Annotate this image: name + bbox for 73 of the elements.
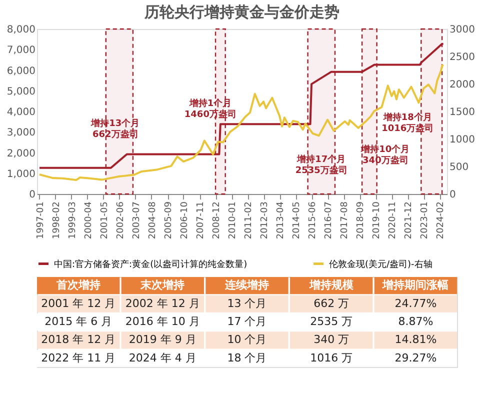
legend-label: 中国:官方储备资产:黄金(以盎司计算的纯金数量): [54, 258, 248, 270]
x-tick-label: 2024-02: [436, 202, 446, 240]
x-tick-label: 2019-10: [372, 201, 382, 240]
line-series: [38, 64, 444, 181]
x-tick-label: 2003-07: [132, 202, 142, 240]
text: 8.87%: [398, 315, 434, 328]
y-tick-label: 0: [29, 190, 36, 200]
x-tick-label: 1998-02: [52, 202, 62, 240]
x-tick-label: 2002-06: [116, 201, 126, 240]
legend-label: 伦敦金现(美元/盎司)-右轴: [329, 258, 432, 270]
x-tick-label: 2011-02: [244, 202, 254, 240]
text: 24.77%: [394, 296, 437, 310]
x-tick-label: 2023-01: [420, 202, 430, 240]
text: 17 个月: [227, 315, 267, 328]
y-tick-label: 3,000: [6, 128, 36, 139]
chart-title: 历轮央行增持黄金与金价走势: [144, 3, 340, 21]
x-tick-label: 2004-08: [148, 201, 158, 240]
x-tick-label: 2021-12: [404, 202, 414, 240]
text: 增持规模: [308, 278, 354, 292]
y2-tick-label: 2500: [450, 52, 475, 63]
text: 增持期间涨幅: [382, 278, 449, 292]
x-tick-label: 2007-11: [196, 202, 206, 240]
band-label: 增持10个月 340万盎司: [360, 144, 410, 166]
x-tick-label: 2014-05: [292, 202, 302, 240]
band-label: 增持18个月 1016万盎司: [382, 112, 434, 134]
text: 340 万: [314, 333, 350, 346]
text: 末次增持: [140, 278, 185, 292]
x-tick-label: 2010-01: [228, 202, 238, 240]
y2-tick-label: 1500: [450, 107, 475, 118]
y-tick-label: 8,000: [6, 24, 36, 36]
text: 连续增持: [224, 278, 269, 292]
y-tick-label: 2,000: [6, 148, 36, 160]
x-tick-label: 2020-11: [388, 202, 398, 240]
text: 2024 年 4 月: [128, 351, 196, 364]
text: 2019 年 9 月: [128, 333, 196, 346]
x-tick-label: 1997-01: [36, 202, 46, 240]
text: 18 个月: [227, 351, 267, 364]
y2-tick-label: 0: [450, 190, 456, 200]
y-tick-label: 5,000: [6, 86, 36, 98]
text: 14.81%: [394, 333, 437, 346]
text: 2535 万: [310, 315, 353, 328]
y2-tick-label: 1000: [450, 134, 475, 146]
text: 2022 年 11 月: [41, 351, 116, 364]
text: 2015 年 6 月: [44, 315, 112, 328]
x-tick-label: 2006-10: [180, 201, 190, 240]
text: 1016 万: [310, 351, 353, 364]
x-tick-label: 2013-04: [276, 201, 286, 240]
x-tick-label: 2018-09: [356, 201, 366, 240]
x-tick-label: 2005-09: [164, 201, 174, 240]
text: 2016 年 10 月: [125, 315, 200, 328]
x-tick-label: 2012-03: [260, 202, 270, 240]
x-tick-label: 2016-07: [324, 202, 334, 240]
y-tick-label: 4,000: [6, 107, 36, 118]
text: 662 万: [314, 296, 350, 310]
text: 13 个月: [227, 296, 267, 310]
text: 2001 年 12 月: [41, 296, 116, 310]
text: 29.27%: [394, 351, 437, 364]
y-tick-label: 1,000: [6, 168, 36, 180]
x-tick-label: 1999-03: [68, 202, 78, 240]
y-tick-label: 6,000: [6, 66, 36, 77]
x-tick-label: 2001-05: [100, 202, 110, 240]
text: 首次增持: [55, 278, 100, 292]
x-tick-label: 2015-06: [308, 201, 318, 240]
text: 2002 年 12 月: [125, 296, 200, 310]
text: 2018 年 12 月: [41, 333, 116, 346]
text: 10 个月: [227, 333, 267, 346]
x-tick-label: 2000-04: [84, 201, 94, 240]
y2-tick-label: 3000: [450, 24, 475, 36]
x-tick-label: 2008-12: [212, 202, 222, 240]
y-tick-label: 7,000: [6, 45, 36, 56]
y2-tick-label: 500: [450, 162, 469, 173]
x-tick-label: 2017-08: [340, 201, 350, 240]
y2-tick-label: 2000: [450, 80, 475, 90]
